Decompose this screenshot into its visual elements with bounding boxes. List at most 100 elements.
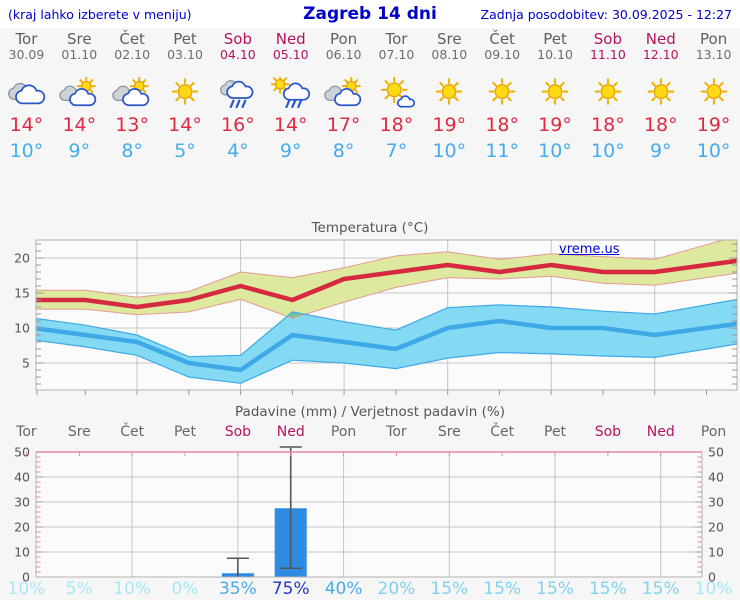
weather-icon — [529, 74, 582, 110]
day-date: 13.10 — [695, 47, 732, 62]
weather-icon — [581, 74, 634, 110]
precip-probability: 15% — [536, 579, 574, 599]
menu-hint-text: (kraj lahko izberete v meniju) — [8, 6, 192, 22]
sunny-icon — [171, 77, 199, 105]
weather-icon — [634, 74, 687, 110]
svg-text:40: 40 — [708, 470, 724, 485]
temp-max: 14° — [9, 114, 44, 136]
day-column: Čet 09.10 18° 11° — [476, 31, 529, 164]
day-date: 12.10 — [642, 47, 679, 62]
temp-min: 8° — [121, 140, 143, 162]
precip-probability: 40% — [324, 579, 363, 599]
svg-text:50: 50 — [708, 445, 724, 460]
vreme-watermark-link[interactable]: vreme.us — [559, 242, 620, 257]
temp-min: 11° — [485, 140, 519, 162]
svg-text:20: 20 — [14, 251, 30, 266]
day-date: 04.10 — [219, 47, 256, 62]
day-name: Čet — [119, 30, 145, 48]
sun-rain-icon — [270, 76, 310, 108]
sun-cloud-icon — [59, 76, 97, 106]
svg-text:15: 15 — [14, 286, 30, 301]
precip-probability: 15% — [483, 579, 522, 599]
temp-min: 10° — [696, 140, 731, 162]
day-name: Pet — [173, 30, 197, 48]
day-name: Sob — [593, 30, 622, 48]
sunny-icon — [435, 77, 463, 105]
temp-max: 18° — [643, 114, 678, 136]
day-date: 10.10 — [537, 47, 573, 62]
weather-icon — [264, 74, 317, 110]
sunny-icon — [594, 77, 622, 105]
weather-icon — [159, 74, 212, 110]
svg-text:50: 50 — [14, 445, 30, 460]
day-date: 08.10 — [431, 47, 468, 62]
day-column: Pon 06.10 17° 8° — [317, 31, 370, 164]
day-column: Sob 04.10 16° 4° — [211, 31, 264, 164]
precip-probability: 10% — [113, 579, 152, 599]
temp-max: 17° — [326, 114, 361, 136]
temperature-chart-svg: 5 10 15 20 — [14, 239, 738, 395]
precip-probability: 20% — [377, 579, 416, 599]
svg-text:0: 0 — [708, 570, 716, 585]
svg-text:20: 20 — [14, 520, 30, 535]
temp-max: 13° — [115, 114, 149, 136]
weather-icon — [423, 74, 476, 110]
day-name: Ned — [645, 30, 676, 48]
day-name: Sob — [223, 30, 252, 48]
day-column: Sre 08.10 19° 10° — [423, 31, 476, 164]
svg-text:20: 20 — [708, 520, 724, 535]
temp-max: 18° — [485, 114, 519, 136]
precip-probability: 10% — [7, 579, 46, 599]
svg-text:10: 10 — [14, 545, 30, 560]
precip-day-label: Pon — [330, 424, 357, 440]
day-column: Tor 30.09 14° 10° — [0, 31, 53, 164]
precip-probability: 15% — [588, 579, 627, 599]
temp-min: 8° — [332, 140, 355, 162]
precip-day-label: Ned — [646, 424, 675, 440]
precip-day-labels: Tor Sre Čet Pet Sob Ned Pon Tor Sre Čet Pet Sob Ned P… — [0, 424, 740, 440]
day-column: Ned 05.10 14° 9° — [264, 31, 317, 164]
temp-min: 9° — [649, 140, 672, 162]
day-date: 07.10 — [378, 47, 415, 62]
precipitation-chart-title: Padavine (mm) / Verjetnost padavin (%) — [235, 404, 505, 420]
precip-day-label: Sre — [67, 424, 91, 440]
temp-max: 14° — [62, 114, 97, 136]
page-title: Zagreb 14 dni — [303, 4, 437, 24]
precip-day-label: Pet — [544, 424, 567, 440]
precip-probability: 15% — [430, 579, 469, 599]
top-bar: (kraj lahko izberete v meniju) Zagreb 14… — [0, 0, 740, 28]
day-date: 01.10 — [61, 47, 98, 62]
temp-min: 10° — [9, 140, 44, 162]
svg-text:0: 0 — [22, 570, 30, 585]
day-date: 11.10 — [589, 47, 626, 62]
precip-day-label: Sob — [594, 424, 622, 440]
last-update-text: Zadnja posodobitev: 30.09.2025 - 12:27 — [480, 6, 732, 22]
day-name: Pet — [543, 30, 567, 48]
precip-day-label: Tor — [386, 424, 407, 440]
svg-text:10: 10 — [708, 545, 724, 560]
temp-max: 14° — [168, 114, 202, 136]
day-date: 06.10 — [325, 47, 362, 62]
temp-max: 18° — [379, 114, 414, 136]
temp-max: 19° — [538, 114, 572, 136]
weather-icon — [476, 74, 529, 110]
temp-max: 19° — [432, 114, 467, 136]
day-column: Sob 11.10 18° 10° — [581, 31, 634, 164]
svg-text:30: 30 — [708, 495, 724, 510]
sun-small-cloud-icon — [381, 76, 416, 108]
temp-min: 4° — [227, 140, 249, 162]
day-column: Sre 01.10 14° 9° — [53, 31, 106, 164]
temp-min: 9° — [279, 140, 302, 162]
precip-probability: 5% — [65, 579, 93, 599]
temp-max: 14° — [273, 114, 308, 136]
day-name: Ned — [275, 30, 306, 48]
day-date: 30.09 — [8, 47, 45, 62]
precip-probability: 10% — [694, 579, 733, 599]
sunny-icon — [647, 77, 675, 105]
temp-min: 10° — [538, 140, 572, 162]
day-column: Čet 02.10 13° 8° — [106, 31, 159, 164]
temp-max: 18° — [591, 114, 625, 136]
day-date: 02.10 — [114, 47, 151, 62]
day-name: Tor — [15, 30, 38, 48]
